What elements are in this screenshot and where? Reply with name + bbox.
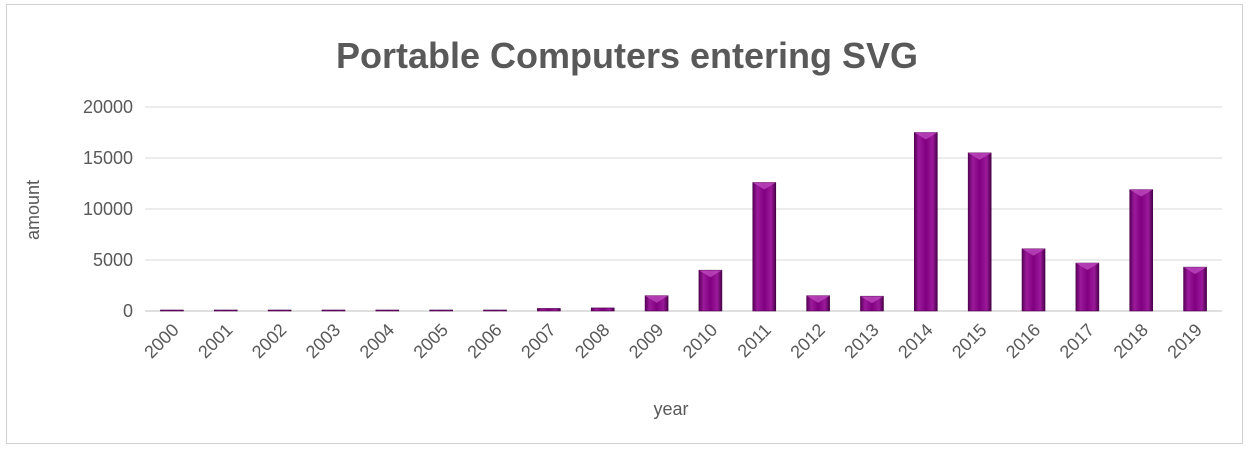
x-tick-label: 2015 <box>948 320 990 362</box>
bar-2001 <box>213 309 238 312</box>
y-axis-label: amount <box>23 180 43 240</box>
x-tick-label: 2014 <box>894 320 936 362</box>
x-tick-label: 2000 <box>140 320 182 362</box>
x-axis-label: year <box>653 399 688 419</box>
x-tick-label: 2007 <box>517 320 559 362</box>
bar-2015 <box>967 152 992 312</box>
x-tick-label: 2003 <box>302 320 344 362</box>
x-tick-label: 2004 <box>356 320 398 362</box>
y-axis-ticks: 0 5000 10000 15000 20000 <box>83 97 133 321</box>
bar-2016 <box>1021 248 1046 312</box>
x-tick-label: 2013 <box>840 320 882 362</box>
bar-2014 <box>914 132 938 312</box>
bars <box>160 132 1207 312</box>
x-tick-label: 2011 <box>734 320 776 362</box>
x-tick-label: 2016 <box>1002 320 1044 362</box>
x-tick-label: 2001 <box>194 320 236 362</box>
bar-cap-2009 <box>645 295 669 303</box>
bar-2002 <box>267 309 292 312</box>
x-tick-label: 2018 <box>1110 320 1152 362</box>
bar-cap-2017 <box>1075 263 1099 271</box>
x-tick-label: 2012 <box>786 320 828 362</box>
y-tick-label: 20000 <box>83 97 133 117</box>
bar-2007 <box>537 308 561 312</box>
x-tick-label: 2006 <box>463 320 505 362</box>
x-tick-label: 2010 <box>679 320 721 362</box>
x-tick-label: 2019 <box>1163 320 1205 362</box>
y-tick-label: 10000 <box>83 199 133 219</box>
bar-cap-2018 <box>1129 189 1153 197</box>
bar-cap-2019 <box>1183 267 1207 275</box>
bar-2000 <box>160 309 184 312</box>
y-tick-label: 15000 <box>83 148 133 168</box>
grid-lines <box>145 106 1222 312</box>
bar-2018 <box>1129 189 1154 312</box>
bar-cap-2010 <box>698 270 722 278</box>
x-tick-label: 2005 <box>410 320 452 362</box>
bar-cap-2014 <box>914 132 938 140</box>
bar-2008 <box>590 307 615 312</box>
x-tick-label: 2009 <box>625 320 667 362</box>
x-tick-label: 2008 <box>571 320 613 362</box>
bar-2011 <box>752 182 777 312</box>
bar-cap-2016 <box>1022 248 1046 256</box>
bar-2003 <box>321 309 346 312</box>
bar-cap-2011 <box>752 182 776 190</box>
y-tick-label: 5000 <box>93 250 133 270</box>
x-tick-label: 2002 <box>248 320 290 362</box>
x-tick-label: 2017 <box>1056 320 1098 362</box>
bar-cap-2012 <box>806 295 830 303</box>
x-axis-ticks: 2000 2001 2002 2003 2004 2005 2006 2007 2008 2009… <box>140 320 1206 362</box>
bar-2004 <box>375 309 400 312</box>
bar-2006 <box>483 309 507 312</box>
bar-2017 <box>1075 262 1100 312</box>
bar-cap-2013 <box>860 296 884 304</box>
bar-cap-2015 <box>968 152 992 160</box>
y-tick-label: 0 <box>123 301 133 321</box>
bar-2005 <box>429 309 453 312</box>
chart-title: Portable Computers entering SVG <box>336 35 918 76</box>
chart-frame <box>6 4 1243 444</box>
